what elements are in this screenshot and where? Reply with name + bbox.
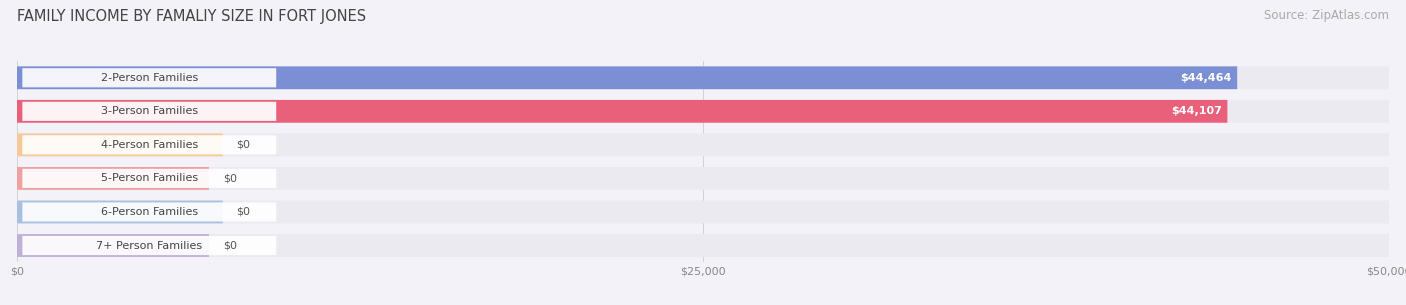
FancyBboxPatch shape <box>17 100 1227 123</box>
Text: 6-Person Families: 6-Person Families <box>101 207 198 217</box>
Text: 2-Person Families: 2-Person Families <box>101 73 198 83</box>
FancyBboxPatch shape <box>22 68 276 87</box>
FancyBboxPatch shape <box>17 167 1389 190</box>
FancyBboxPatch shape <box>17 201 222 223</box>
FancyBboxPatch shape <box>22 236 276 255</box>
Text: Source: ZipAtlas.com: Source: ZipAtlas.com <box>1264 9 1389 22</box>
FancyBboxPatch shape <box>17 134 1389 156</box>
Text: $44,107: $44,107 <box>1171 106 1222 116</box>
Text: $0: $0 <box>236 207 250 217</box>
Text: $44,464: $44,464 <box>1180 73 1232 83</box>
Text: 7+ Person Families: 7+ Person Families <box>96 241 202 250</box>
Text: 5-Person Families: 5-Person Families <box>101 174 198 183</box>
FancyBboxPatch shape <box>17 100 1389 123</box>
FancyBboxPatch shape <box>17 167 209 190</box>
FancyBboxPatch shape <box>22 169 276 188</box>
FancyBboxPatch shape <box>22 203 276 221</box>
FancyBboxPatch shape <box>22 102 276 121</box>
Text: $0: $0 <box>222 241 236 250</box>
FancyBboxPatch shape <box>17 134 222 156</box>
Text: 4-Person Families: 4-Person Families <box>101 140 198 150</box>
FancyBboxPatch shape <box>17 66 1389 89</box>
FancyBboxPatch shape <box>17 66 1237 89</box>
FancyBboxPatch shape <box>22 135 276 154</box>
Text: FAMILY INCOME BY FAMALIY SIZE IN FORT JONES: FAMILY INCOME BY FAMALIY SIZE IN FORT JO… <box>17 9 366 24</box>
FancyBboxPatch shape <box>17 234 1389 257</box>
FancyBboxPatch shape <box>17 234 209 257</box>
Text: 3-Person Families: 3-Person Families <box>101 106 198 116</box>
Text: $0: $0 <box>222 174 236 183</box>
FancyBboxPatch shape <box>17 201 1389 223</box>
Text: $0: $0 <box>236 140 250 150</box>
